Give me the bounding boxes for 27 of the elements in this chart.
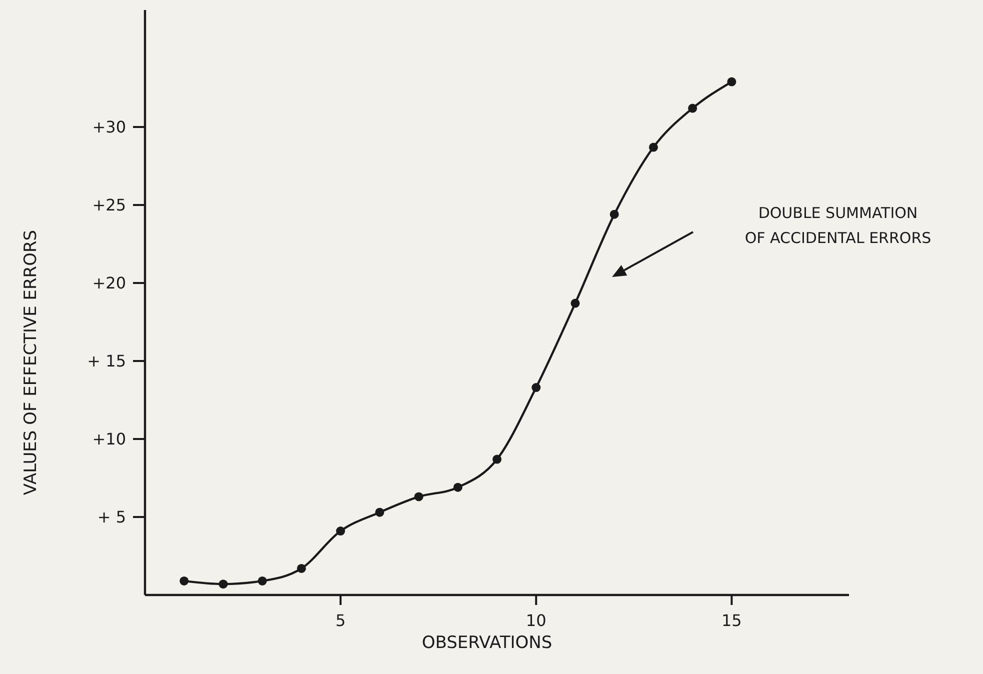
- x-tick-label: 5: [335, 611, 346, 630]
- y-axis-title: VALUES OF EFFECTIVE ERRORS: [20, 230, 41, 496]
- y-tick-label: +20: [92, 274, 126, 293]
- point: [414, 492, 424, 502]
- point: [453, 482, 462, 492]
- point: [296, 564, 306, 573]
- annotation: DOUBLE SUMMATION OF ACCIDENTAL ERRORS: [744, 204, 932, 247]
- y-tick-label: + 15: [87, 352, 126, 371]
- x-axis-title: OBSERVATIONS: [422, 632, 552, 653]
- point: [218, 580, 228, 589]
- point: [610, 210, 619, 219]
- point: [375, 508, 384, 517]
- y-tick-label: +10: [92, 430, 126, 449]
- y-tick-label: +25: [92, 196, 126, 215]
- point: [258, 576, 267, 586]
- point: [570, 298, 580, 308]
- point: [688, 104, 698, 113]
- point: [648, 142, 658, 152]
- x-tick-label: 10: [526, 611, 546, 630]
- point: [727, 77, 736, 86]
- point: [180, 576, 189, 586]
- point: [492, 454, 502, 464]
- y-tick-label: +30: [92, 118, 126, 137]
- y-tick-label: + 5: [97, 508, 126, 527]
- point: [532, 383, 541, 392]
- x-tick-label: 15: [721, 611, 742, 630]
- point: [336, 526, 346, 536]
